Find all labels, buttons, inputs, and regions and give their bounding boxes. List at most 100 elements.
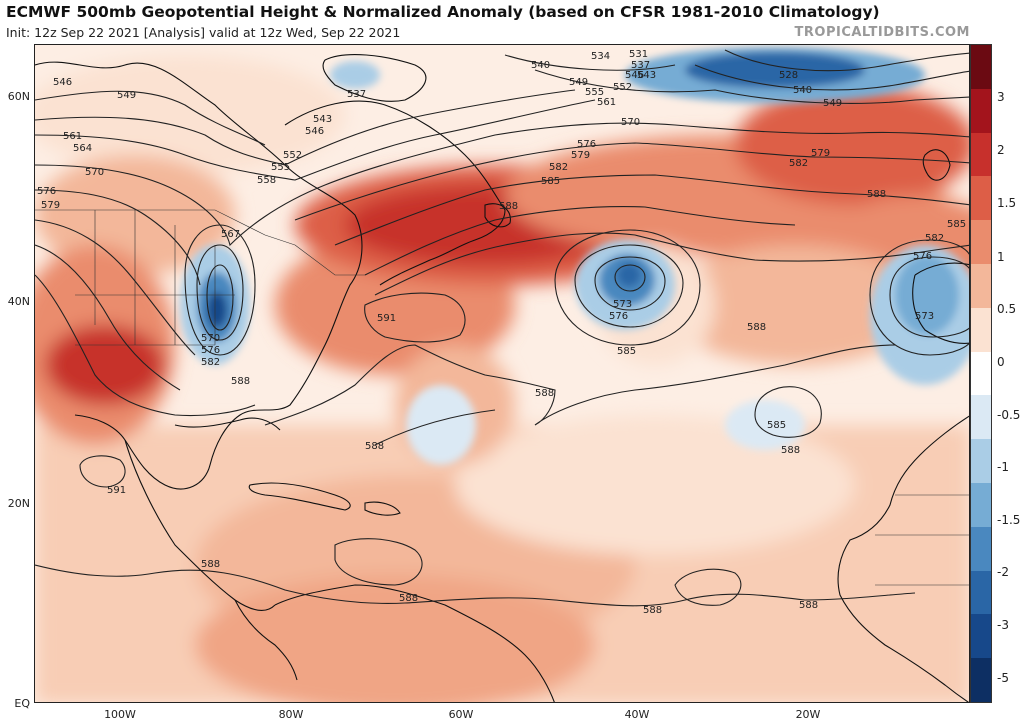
contour-label: 582: [549, 162, 568, 173]
colorbar-label: -0.5: [997, 408, 1021, 422]
contour-label: 537: [347, 89, 366, 100]
small-ring-588: [674, 568, 742, 606]
contour-label: 576: [609, 311, 628, 322]
low-ring-1: [554, 229, 701, 346]
iberia-low-ring-1: [869, 239, 969, 356]
contour-label: 546: [305, 126, 324, 137]
site-brand: TROPICALTIDBITS.COM: [794, 25, 970, 40]
colorbar-segment: [971, 439, 991, 484]
height-contours: [35, 49, 969, 607]
colorbar-label: -5: [997, 671, 1009, 685]
colorbar-segment: [971, 614, 991, 660]
south-america-coast: [274, 584, 555, 702]
contour-label: 582: [789, 158, 808, 169]
contour-label: 570: [201, 333, 220, 344]
colorbar-segment: [971, 176, 991, 222]
contour-540: [504, 54, 969, 91]
contour-label: 552: [613, 82, 632, 93]
contour-label: 576: [913, 251, 932, 262]
colorbar-segment: [971, 483, 991, 528]
contour-582: [35, 174, 969, 356]
lat-label-60n: 60N: [7, 90, 30, 103]
contour-label: 537: [631, 60, 650, 71]
colorbar-segment: [971, 88, 991, 134]
contour-label: 540: [531, 60, 550, 71]
contour-label: 588: [643, 605, 662, 616]
colorbar-label: -2: [997, 565, 1009, 579]
low-ring-2: [574, 244, 684, 328]
contour-label: 588: [231, 376, 250, 387]
us-trough-ring-3: [206, 264, 234, 331]
colorbar-label: 1: [997, 250, 1005, 264]
contour-label: 585: [767, 420, 786, 431]
contour-label: 558: [257, 175, 276, 186]
colorbar-label: -1: [997, 460, 1009, 474]
contour-label: 561: [63, 131, 82, 142]
contour-label: 573: [915, 311, 934, 322]
contour-label: 582: [925, 233, 944, 244]
anomaly-fill-layer: [35, 55, 969, 702]
colorbar-segment: [971, 132, 991, 178]
colorbar-segment: [971, 395, 991, 441]
contour-label: 549: [569, 77, 588, 88]
contour-label: 576: [201, 345, 220, 356]
contour-label: 588: [867, 189, 886, 200]
contour-561: [35, 99, 596, 181]
contour-570: [35, 122, 969, 247]
contour-label: 585: [541, 176, 560, 187]
hispaniola: [364, 501, 401, 516]
anomaly-negative-layer: [180, 47, 969, 465]
contour-label: 588: [747, 322, 766, 333]
contour-label: 588: [535, 388, 554, 399]
mexico-coast: [124, 439, 276, 611]
chart-subtitle: Init: 12z Sep 22 2021 [Analysis] valid a…: [6, 25, 401, 40]
contour-label: 570: [621, 117, 640, 128]
africa-coast: [837, 415, 969, 702]
lon-label-100w: 100W: [104, 708, 136, 721]
contour-label: 585: [947, 219, 966, 230]
colorbar-segment: [971, 351, 991, 397]
anomaly-colorbar: [970, 44, 992, 703]
contour-label: 579: [571, 150, 590, 161]
contour-label: 576: [577, 139, 596, 150]
contour-576: [35, 142, 969, 286]
contour-label: 570: [85, 167, 104, 178]
contour-label: 582: [201, 357, 220, 368]
contour-528: [724, 49, 969, 72]
lon-label-60w: 60W: [448, 708, 474, 721]
greenland-coast: [322, 54, 427, 102]
contour-label: 579: [41, 200, 60, 211]
contour-591: [364, 292, 466, 343]
contour-label: 579: [811, 148, 830, 159]
contour-label: 549: [823, 98, 842, 109]
small-ring-588-b: [334, 538, 423, 586]
contour-label: 573: [613, 299, 632, 310]
contour-label: 531: [629, 49, 648, 60]
political-borders: [35, 209, 969, 586]
central-america: [234, 599, 298, 681]
contour-label: 585: [617, 346, 636, 357]
contour-label: 588: [365, 441, 384, 452]
contour-label: 534: [591, 51, 610, 62]
contour-label: 546: [625, 70, 644, 81]
contour-588-north: [35, 232, 969, 417]
small-ring-591: [79, 455, 126, 488]
british-isles: [922, 149, 951, 181]
contour-label: 567: [221, 229, 240, 240]
north-america-coast: [35, 61, 363, 490]
anomaly-map: 546 549 561 564 570 576 579 537 543 546 …: [35, 45, 969, 702]
contour-label: 546: [53, 77, 72, 88]
coastlines: [35, 54, 969, 702]
contour-label: 588: [499, 201, 518, 212]
colorbar-label: 2: [997, 143, 1005, 157]
colorbar-label: 1.5: [997, 196, 1017, 210]
low-ring-3: [594, 256, 666, 311]
contour-label: 576: [37, 186, 56, 197]
contour-label: 561: [597, 97, 616, 108]
us-trough-ring-1: [184, 224, 256, 356]
us-trough-ring-2: [196, 244, 244, 341]
contour-588-south: [35, 409, 916, 607]
colorbar-segment: [971, 526, 991, 572]
contour-label: 591: [377, 313, 396, 324]
contour-label: 552: [283, 150, 302, 161]
